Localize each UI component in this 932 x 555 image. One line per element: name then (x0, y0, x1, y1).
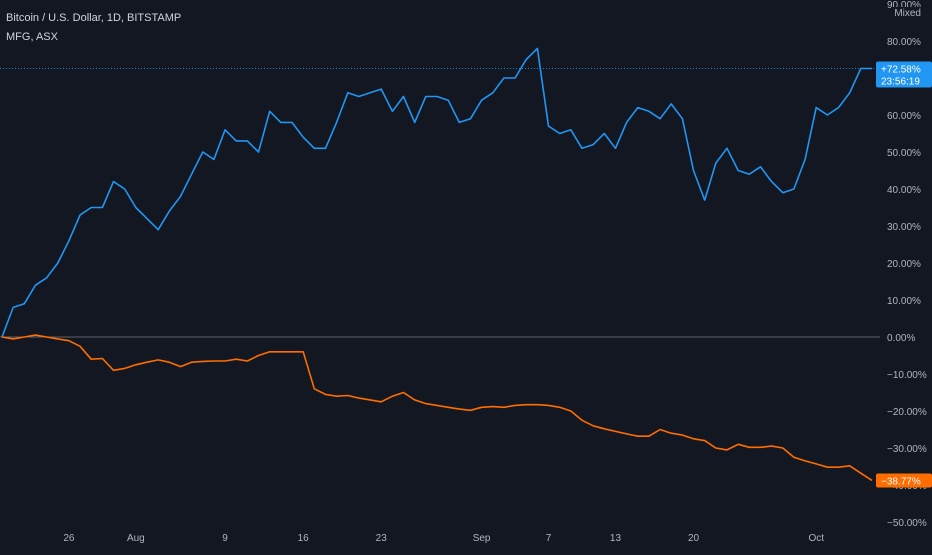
y-tick-label: 80.00% (887, 37, 921, 48)
x-tick-label: 23 (376, 533, 388, 544)
btc-line[interactable] (1, 47, 872, 338)
y-tick-label: −30.00% (887, 444, 927, 455)
x-tick-label: 20 (688, 533, 700, 544)
y-tick-label: 60.00% (887, 111, 921, 122)
y-tick-label: −10.00% (887, 370, 927, 381)
legend-compare-symbol[interactable]: MFG, ASX (6, 31, 58, 43)
legend-main-symbol[interactable]: Bitcoin / U.S. Dollar, 1D, BITSTAMP (6, 12, 182, 24)
mfg-value-badge (876, 473, 932, 488)
x-tick-label: Sep (473, 533, 491, 544)
x-tick-label: 16 (298, 533, 310, 544)
x-tick-label: Aug (127, 533, 145, 544)
y-tick-label: 0.00% (887, 333, 915, 344)
y-tick-label: 20.00% (887, 259, 921, 270)
btc-value-badge (876, 61, 932, 88)
x-tick-label: 9 (222, 533, 228, 544)
y-tick-label: −20.00% (887, 407, 927, 418)
scale-mode-label[interactable]: Mixed (891, 7, 924, 20)
chart-legend: Bitcoin / U.S. Dollar, 1D, BITSTAMP MFG,… (6, 10, 181, 45)
y-tick-label: 90.00% (887, 0, 921, 11)
y-tick-label: 40.00% (887, 185, 921, 196)
x-tick-label: Oct (808, 533, 824, 544)
mfg-line[interactable] (1, 334, 873, 482)
x-tick-label: 26 (63, 533, 75, 544)
x-tick-label: 7 (546, 533, 552, 544)
y-tick-label: 50.00% (887, 148, 921, 159)
x-tick-label: 13 (610, 533, 622, 544)
mfg-value-badge-text: −38.77% (881, 476, 921, 487)
y-tick-label: 10.00% (887, 296, 921, 307)
countdown-badge-text: 23:56:19 (881, 76, 920, 87)
y-tick-label: −50.00% (887, 518, 927, 529)
btc-value-badge-text: +72.58% (881, 64, 921, 75)
y-tick-label: 30.00% (887, 222, 921, 233)
